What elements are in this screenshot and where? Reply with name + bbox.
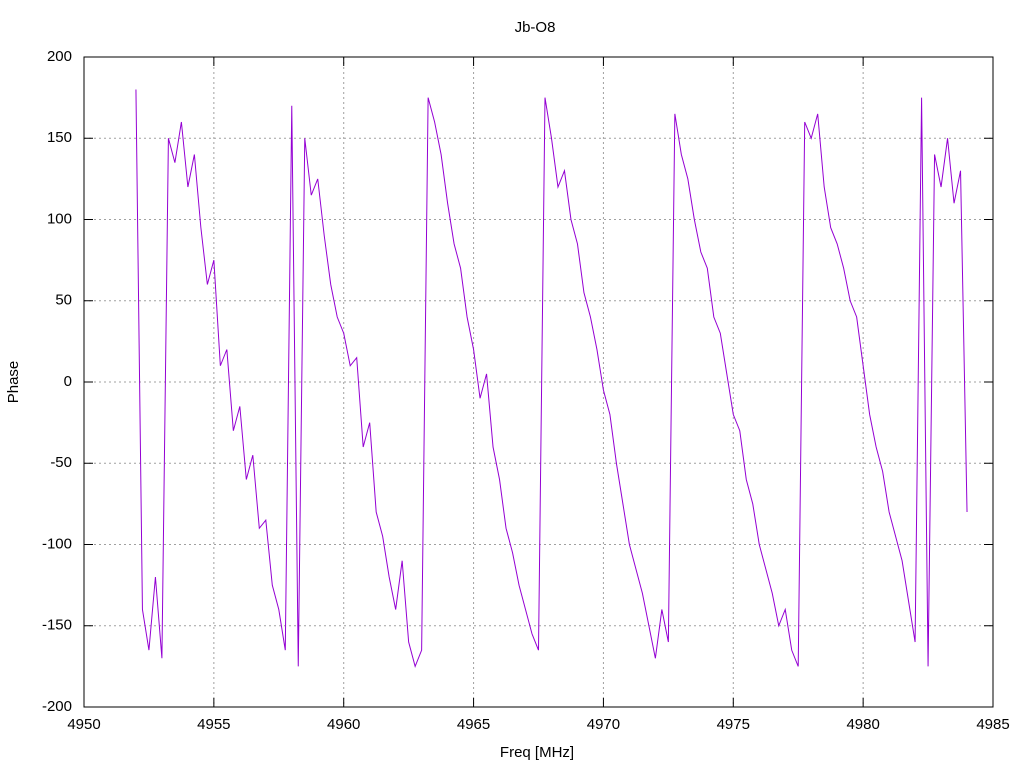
y-tick-label: 200 [47, 48, 72, 65]
x-tick-label: 4965 [457, 716, 490, 733]
y-tick-label: 50 [55, 292, 72, 309]
y-tick-label: -200 [42, 698, 72, 715]
y-axis-label: Phase [5, 361, 22, 404]
x-tick-label: 4960 [327, 716, 360, 733]
y-tick-label: 150 [47, 129, 72, 146]
x-axis-label: Freq [MHz] [500, 744, 574, 761]
y-tick-label: -50 [50, 454, 72, 471]
x-tick-label: 4975 [717, 716, 750, 733]
x-tick-label: 4955 [197, 716, 230, 733]
y-tick-label: 100 [47, 210, 72, 227]
x-tick-label: 4985 [976, 716, 1009, 733]
plot-border [83, 56, 994, 708]
x-tick-label: 4970 [587, 716, 620, 733]
chart-title: Jb-O8 [515, 19, 556, 36]
data-line [135, 89, 968, 668]
y-tick-label: -150 [42, 617, 72, 634]
x-tick-label: 4950 [67, 716, 100, 733]
x-tick-label: 4980 [846, 716, 879, 733]
y-tick-label: 0 [64, 373, 72, 390]
y-tick-label: -100 [42, 535, 72, 552]
